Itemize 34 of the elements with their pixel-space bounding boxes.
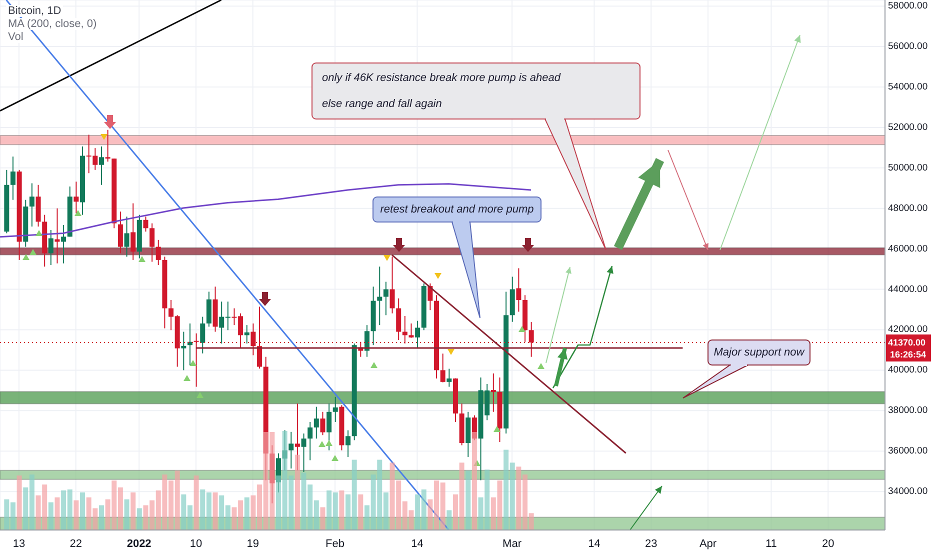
annotation: Major support now: [714, 346, 806, 358]
text: 16:26:54: [890, 349, 926, 360]
x-tick-label: 11: [766, 538, 777, 550]
x-tick-label: 23: [644, 538, 658, 550]
y-tick-label: 56000.00: [888, 41, 928, 52]
chart-title: Bitcoin, 1D: [6, 5, 64, 17]
y-tick-label: 36000.00: [888, 446, 928, 457]
chart-title: Vol: [6, 31, 26, 43]
x-tick-label: 19: [246, 538, 259, 550]
y-tick-label: 42000.00: [888, 324, 928, 336]
text: only if 46K resistance break more pump is ahead else range and fall again: [322, 72, 560, 110]
y-tick-label: 50000.00: [888, 162, 928, 174]
x-tick-label: Feb: [326, 538, 345, 550]
y-tick-label: 44000.00: [888, 284, 928, 295]
x-tick-label: 22: [70, 538, 82, 550]
y-tick-label: 38000.00: [888, 405, 928, 416]
x-tick-label: 13: [12, 538, 26, 550]
x-tick-label: 14: [411, 538, 424, 550]
x-tick-label: 2022: [126, 538, 152, 550]
annotation: retest breakout and more pump: [380, 204, 534, 216]
text: MA (200, close, 0): [6, 18, 99, 30]
x-tick-label: 14: [588, 538, 600, 550]
y-tick-label: 54000.00: [888, 81, 928, 92]
y-tick-label: 52000.00: [888, 122, 928, 133]
y-tick-label: 58000.00: [888, 0, 928, 12]
y-tick-label: 34000.00: [888, 486, 928, 498]
y-tick-label: 46000.00: [888, 243, 928, 254]
x-tick-label: Apr: [699, 538, 717, 550]
y-tick-label: 48000.00: [888, 202, 928, 214]
ref-line-label: 41370.00: [888, 337, 926, 348]
y-tick-label: 40000.00: [888, 364, 928, 376]
x-tick-label: 20: [822, 538, 834, 550]
x-tick-label: 10: [190, 538, 202, 550]
x-tick-label: Mar: [502, 538, 522, 550]
